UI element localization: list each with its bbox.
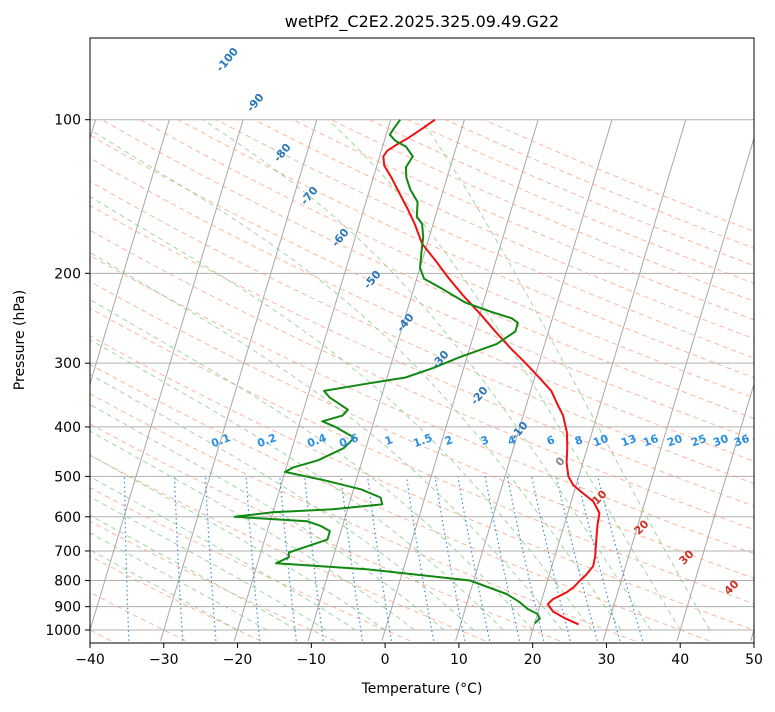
x-tick-label: −40 (75, 652, 105, 668)
x-tick-label: 10 (450, 652, 468, 668)
x-tick-label: −10 (297, 652, 327, 668)
x-tick-label: 0 (381, 652, 390, 668)
y-tick-label: 800 (54, 574, 81, 590)
x-tick-label: 30 (598, 652, 616, 668)
y-tick-label: 1000 (45, 623, 81, 639)
x-tick-label: 40 (671, 652, 689, 668)
y-tick-label: 100 (54, 113, 81, 129)
chart-title: wetPf2_C2E2.2025.325.09.49.G22 (285, 12, 559, 32)
y-axis-title: Pressure (hPa) (12, 290, 28, 390)
y-tick-label: 400 (54, 420, 81, 436)
x-tick-label: −20 (223, 652, 253, 668)
y-tick-label: 500 (54, 469, 81, 485)
x-tick-label: −30 (149, 652, 179, 668)
y-tick-label: 300 (54, 356, 81, 372)
x-tick-label: 20 (524, 652, 542, 668)
y-tick-label: 900 (54, 600, 81, 616)
x-tick-label: 50 (745, 652, 763, 668)
y-tick-label: 700 (54, 544, 81, 560)
y-tick-label: 600 (54, 510, 81, 526)
x-axis-title: Temperature (°C) (361, 681, 483, 697)
y-tick-label: 200 (54, 266, 81, 282)
